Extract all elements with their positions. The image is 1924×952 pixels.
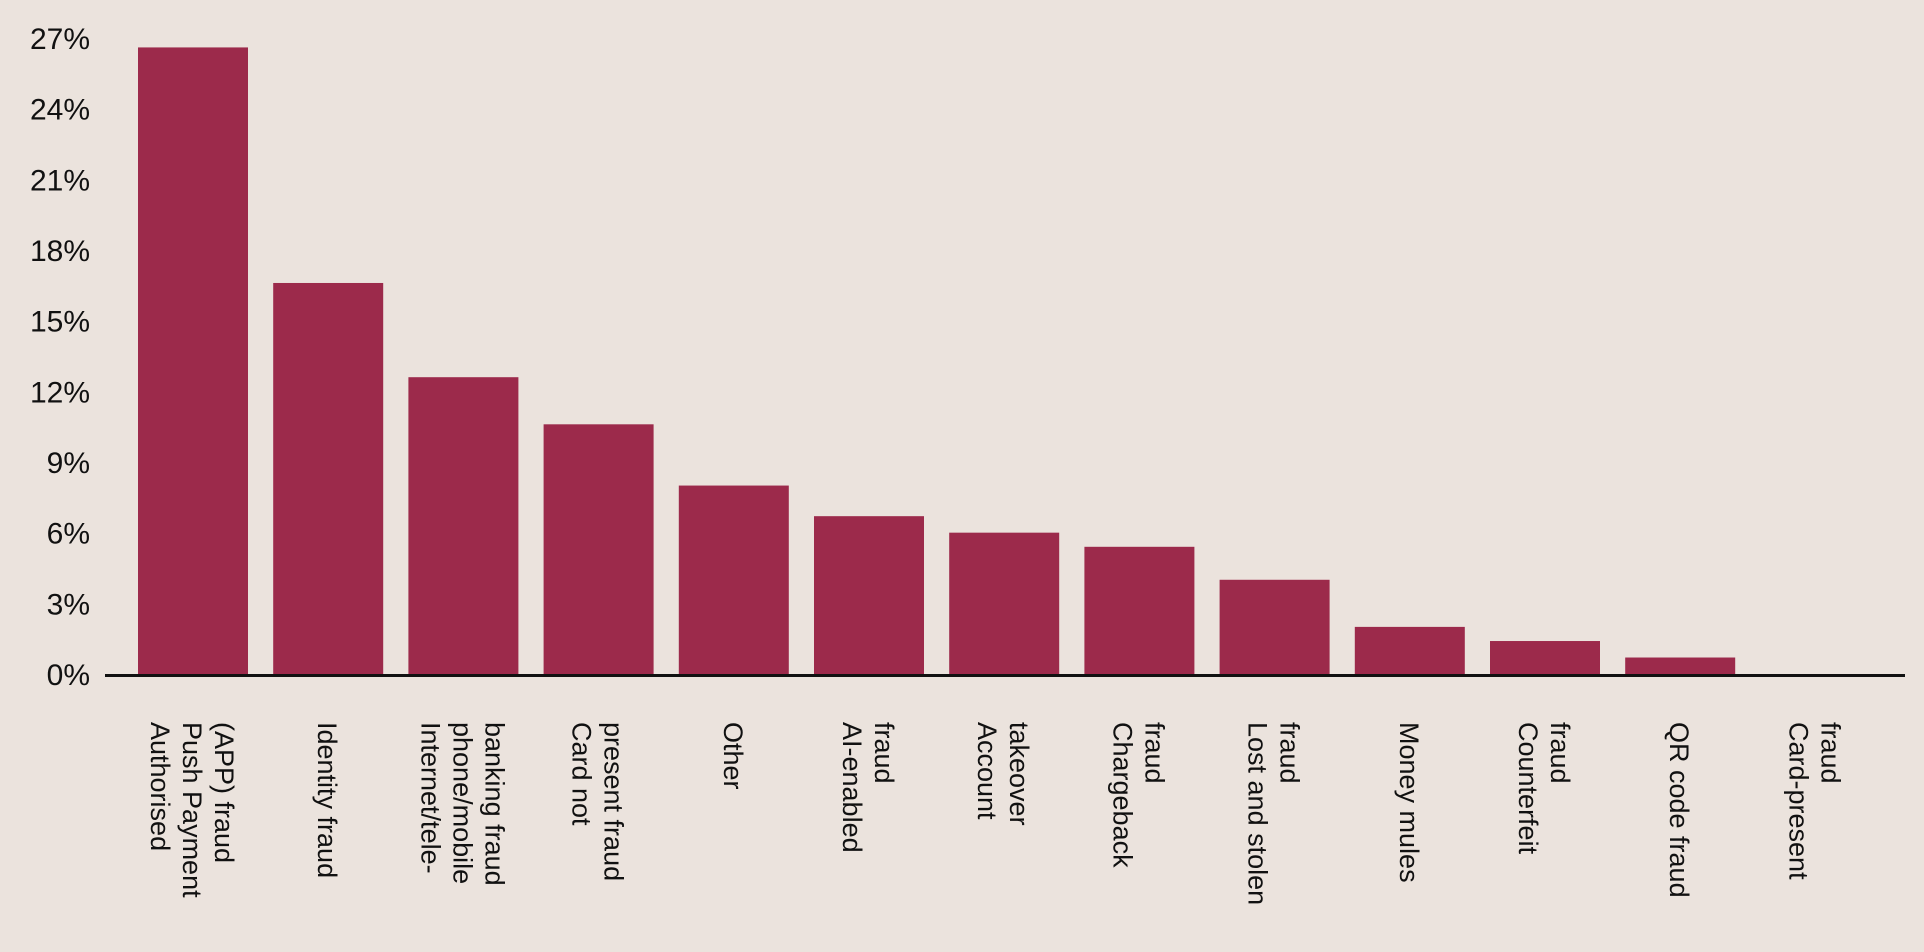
x-tick-label-line: (APP) fraud — [209, 722, 239, 863]
bar — [949, 532, 1060, 674]
x-tick-label-line: banking fraud — [479, 722, 509, 886]
x-tick-label: Counterfeit fraud — [1513, 722, 1575, 855]
x-tick-label: Lost and stolen fraud — [1243, 722, 1305, 905]
x-tick-label-line: present fraud — [599, 722, 629, 881]
y-tick-label: 15% — [30, 306, 90, 339]
x-tick-label-line: Counterfeit — [1513, 722, 1543, 855]
y-tick-label: 27% — [30, 23, 90, 56]
y-tick-label: 18% — [30, 235, 90, 268]
y-tick-label: 0% — [47, 659, 90, 692]
x-tick-label-line: AI-enabled — [837, 722, 867, 853]
x-tick-label-line: Money mules — [1394, 722, 1424, 883]
x-tick-label-line: fraud — [1815, 722, 1845, 784]
y-tick-label: 9% — [47, 447, 90, 480]
x-tick-label-line: fraud — [1545, 722, 1575, 784]
bar — [678, 485, 789, 674]
x-tick-label-line: fraud — [1139, 722, 1169, 784]
x-tick-label-line: Authorised — [145, 722, 175, 851]
bars — [138, 47, 1736, 674]
x-axis-labels: Authorised Push Payment (APP) fraud Identit… — [145, 722, 1845, 905]
x-tick-label-line: Chargeback — [1107, 722, 1137, 868]
bar — [408, 377, 519, 674]
x-tick-label: Card not present fraud — [567, 722, 629, 881]
x-tick-label-line: Push Payment — [177, 722, 207, 898]
x-tick-label-line: Card-present — [1783, 722, 1813, 880]
x-tick-label-line: Lost and stolen — [1243, 722, 1273, 905]
x-tick-label-line: Card not — [567, 722, 597, 826]
x-tick-label-line: fraud — [869, 722, 899, 784]
x-tick-label: Account takeover — [972, 722, 1034, 826]
x-tick-label-line: fraud — [1275, 722, 1305, 784]
x-tick-label: Internet/tele-phone/mobile banking fraud — [415, 722, 509, 886]
y-tick-label: 3% — [47, 588, 90, 621]
bar — [1490, 641, 1600, 674]
x-tick-label-line: takeover — [1004, 722, 1034, 826]
x-tick-label: Card-present fraud — [1783, 722, 1845, 880]
y-tick-label: 24% — [30, 94, 90, 127]
x-tick-label-line: Account — [972, 722, 1002, 820]
bar — [1084, 546, 1195, 674]
y-tick-label: 21% — [30, 164, 90, 197]
x-tick-label: Authorised Push Payment (APP) fraud — [145, 722, 239, 898]
bar — [1219, 579, 1330, 674]
bar — [814, 516, 924, 674]
y-axis: 0% 3% 6% 9% 12% 15% 18% 21% 24% 27% — [30, 23, 90, 692]
y-tick-label: 12% — [30, 376, 90, 409]
x-tick-label: Other — [718, 722, 748, 790]
bar — [1625, 657, 1736, 674]
bar — [138, 47, 248, 674]
bar — [543, 424, 654, 674]
x-tick-label: Money mules — [1394, 722, 1424, 883]
x-tick-label: Identity fraud — [312, 722, 342, 878]
x-tick-label-line: Other — [718, 722, 748, 790]
x-tick-label: Chargeback fraud — [1107, 722, 1169, 868]
bar — [1354, 626, 1465, 674]
x-tick-label: QR code fraud — [1664, 722, 1694, 898]
x-tick-label-line: Internet/tele- — [415, 722, 445, 874]
x-tick-label-line: phone/mobile — [447, 722, 477, 884]
y-tick-label: 6% — [47, 518, 90, 551]
x-tick-label: AI-enabled fraud — [837, 722, 899, 853]
x-tick-label-line: Identity fraud — [312, 722, 342, 878]
x-tick-label-line: QR code fraud — [1664, 722, 1694, 898]
bar — [273, 282, 384, 674]
